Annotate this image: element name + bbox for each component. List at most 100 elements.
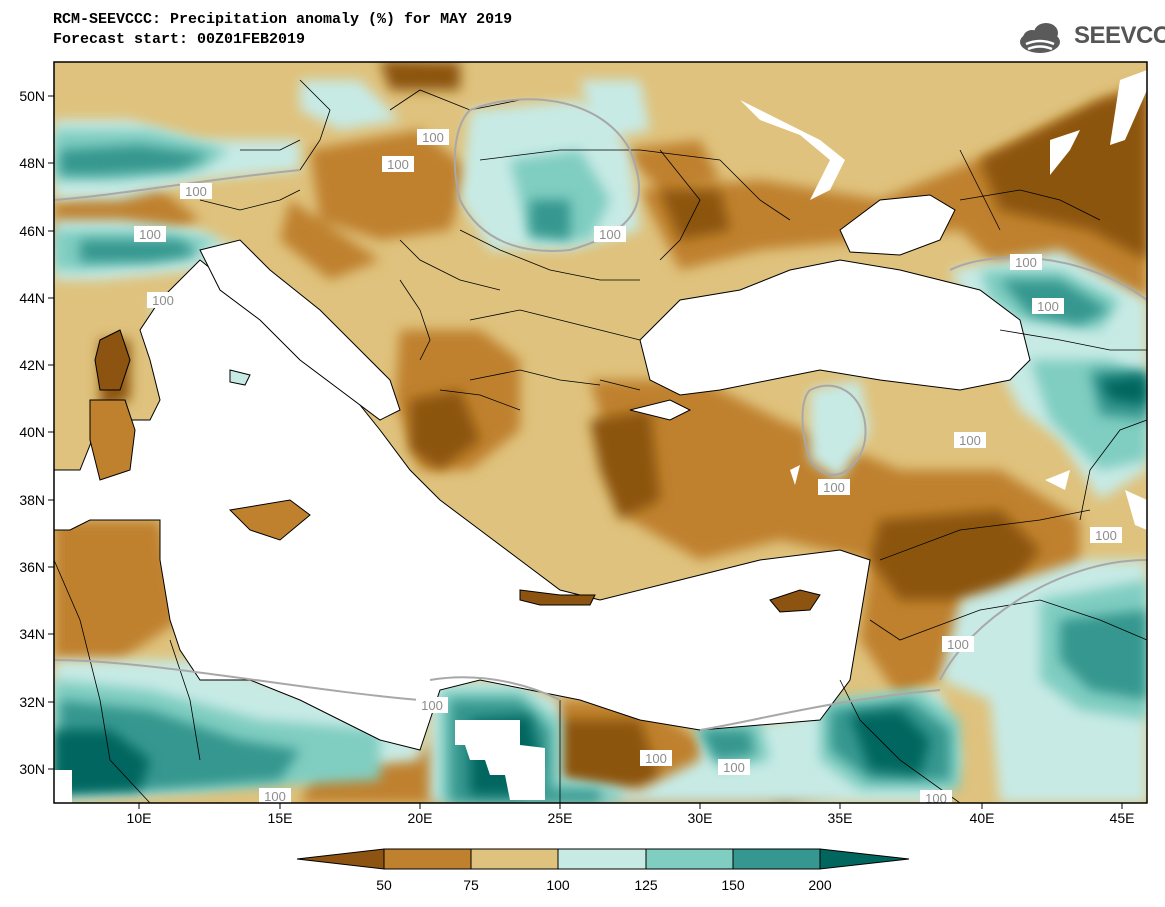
lon-tick-label: 15E bbox=[268, 810, 293, 826]
svg-text:100: 100 bbox=[185, 184, 207, 199]
cloud-icon bbox=[1020, 23, 1060, 53]
colorbar bbox=[296, 848, 910, 870]
sicily bbox=[228, 499, 311, 541]
black-sea bbox=[639, 259, 1031, 396]
colorbar-label: 150 bbox=[721, 877, 745, 893]
lat-tick-label: 42N bbox=[19, 357, 45, 373]
lon-tick-label: 35E bbox=[828, 810, 853, 826]
lon-tick-label: 10E bbox=[127, 810, 152, 826]
lat-tick-label: 46N bbox=[19, 223, 45, 239]
lat-tick-label: 50N bbox=[19, 88, 45, 104]
lat-tick-label: 44N bbox=[19, 290, 45, 306]
logo bbox=[1020, 23, 1060, 53]
colorbar-labels: 50 75 100 125 150 200 bbox=[376, 877, 832, 893]
contour-label: 100 bbox=[1010, 254, 1042, 270]
contour-label: 100 bbox=[942, 636, 974, 652]
svg-text:100: 100 bbox=[723, 760, 745, 775]
lat-tick-label: 38N bbox=[19, 492, 45, 508]
colorbar-label: 100 bbox=[546, 877, 570, 893]
svg-text:100: 100 bbox=[1037, 299, 1059, 314]
lat-tick-label: 36N bbox=[19, 559, 45, 575]
sea-of-azov bbox=[839, 194, 956, 256]
svg-text:100: 100 bbox=[422, 130, 444, 145]
svg-text:100: 100 bbox=[823, 480, 845, 495]
svg-text:100: 100 bbox=[421, 698, 443, 713]
lat-tick-label: 48N bbox=[19, 155, 45, 171]
islands bbox=[89, 329, 821, 613]
contour-label: 100 bbox=[134, 226, 166, 242]
contour-label: 100 bbox=[818, 479, 850, 495]
contour-lines bbox=[54, 98, 1147, 731]
svg-text:100: 100 bbox=[925, 791, 947, 806]
contour-label: 100 bbox=[954, 432, 986, 448]
contour-label: 100 bbox=[1032, 298, 1064, 314]
map-title: RCM-SEEVCCC: Precipitation anomaly (%) f… bbox=[53, 11, 513, 28]
colorbar-label: 50 bbox=[376, 877, 392, 893]
no-data-lake bbox=[1045, 470, 1070, 490]
sardinia bbox=[89, 399, 136, 481]
sea-of-marmara bbox=[629, 399, 692, 421]
contour-labels: 100 100 100 100 100 100 100 100 100 100 … bbox=[134, 129, 1122, 806]
forecast-start: Forecast start: 00Z01FEB2019 bbox=[53, 31, 306, 48]
cyprus bbox=[769, 589, 821, 613]
contour-label: 100 bbox=[180, 183, 212, 199]
corsica bbox=[94, 329, 131, 391]
contour-label: 100 bbox=[718, 759, 750, 775]
lon-tick-label: 20E bbox=[408, 810, 433, 826]
colorbar-gt200 bbox=[819, 848, 910, 870]
contour-label: 100 bbox=[416, 697, 448, 713]
no-data-algeria bbox=[54, 770, 72, 803]
no-data-east bbox=[1050, 110, 1090, 175]
title-block: RCM-SEEVCCC: Precipitation anomaly (%) f… bbox=[53, 10, 512, 50]
contour-label: 100 bbox=[382, 156, 414, 172]
lat-tick-label: 30N bbox=[19, 761, 45, 777]
lon-tick-label: 25E bbox=[548, 810, 573, 826]
sea-areas bbox=[54, 70, 1147, 803]
contour-label: 100 bbox=[259, 788, 291, 804]
contour-label: 100 bbox=[147, 292, 179, 308]
no-data-ne bbox=[1110, 70, 1147, 145]
colorbar-100-125 bbox=[557, 848, 647, 870]
svg-text:100: 100 bbox=[645, 751, 667, 766]
lon-tick-label: 45E bbox=[1110, 810, 1135, 826]
colorbar-label: 200 bbox=[808, 877, 832, 893]
colorbar-lt50 bbox=[296, 848, 385, 870]
contour-label: 100 bbox=[594, 226, 626, 242]
contour-label: 100 bbox=[920, 790, 952, 806]
contour-label: 100 bbox=[1090, 527, 1122, 543]
latitude-axis: 50N 48N 46N 44N 42N 40N 38N 36N 34N 32N … bbox=[19, 88, 54, 777]
lat-tick-label: 40N bbox=[19, 424, 45, 440]
colorbar-label: 75 bbox=[463, 877, 479, 893]
logo-text: SEEVCCC bbox=[1074, 22, 1165, 49]
colorbar-75-100 bbox=[470, 848, 559, 870]
colorbar-125-150 bbox=[645, 848, 734, 870]
colorbar-150-200 bbox=[732, 848, 821, 870]
colorbar-50-75 bbox=[383, 848, 472, 870]
svg-text:100: 100 bbox=[1015, 255, 1037, 270]
lon-tick-label: 40E bbox=[970, 810, 995, 826]
svg-text:100: 100 bbox=[599, 227, 621, 242]
svg-text:100: 100 bbox=[1095, 528, 1117, 543]
svg-text:100: 100 bbox=[152, 293, 174, 308]
lat-tick-label: 32N bbox=[19, 694, 45, 710]
contour-label: 100 bbox=[640, 750, 672, 766]
longitude-axis: 10E 15E 20E 25E 30E 35E 40E 45E bbox=[127, 803, 1135, 826]
mediterranean-sea bbox=[54, 259, 871, 751]
adriatic-sea bbox=[199, 239, 401, 421]
contour-label: 100 bbox=[417, 129, 449, 145]
no-data-libya bbox=[455, 720, 545, 800]
island-small bbox=[229, 369, 251, 386]
lat-tick-label: 34N bbox=[19, 626, 45, 642]
svg-text:100: 100 bbox=[387, 157, 409, 172]
no-data-river bbox=[740, 100, 845, 200]
no-data-lake3 bbox=[790, 465, 800, 485]
country-borders bbox=[54, 79, 1147, 803]
svg-text:100: 100 bbox=[264, 789, 286, 804]
crete bbox=[519, 589, 596, 606]
svg-text:100: 100 bbox=[947, 637, 969, 652]
svg-text:100: 100 bbox=[959, 433, 981, 448]
lon-tick-label: 30E bbox=[688, 810, 713, 826]
map-area: 100 100 100 100 100 100 100 100 100 100 … bbox=[54, 62, 1147, 806]
colorbar-label: 125 bbox=[634, 877, 658, 893]
